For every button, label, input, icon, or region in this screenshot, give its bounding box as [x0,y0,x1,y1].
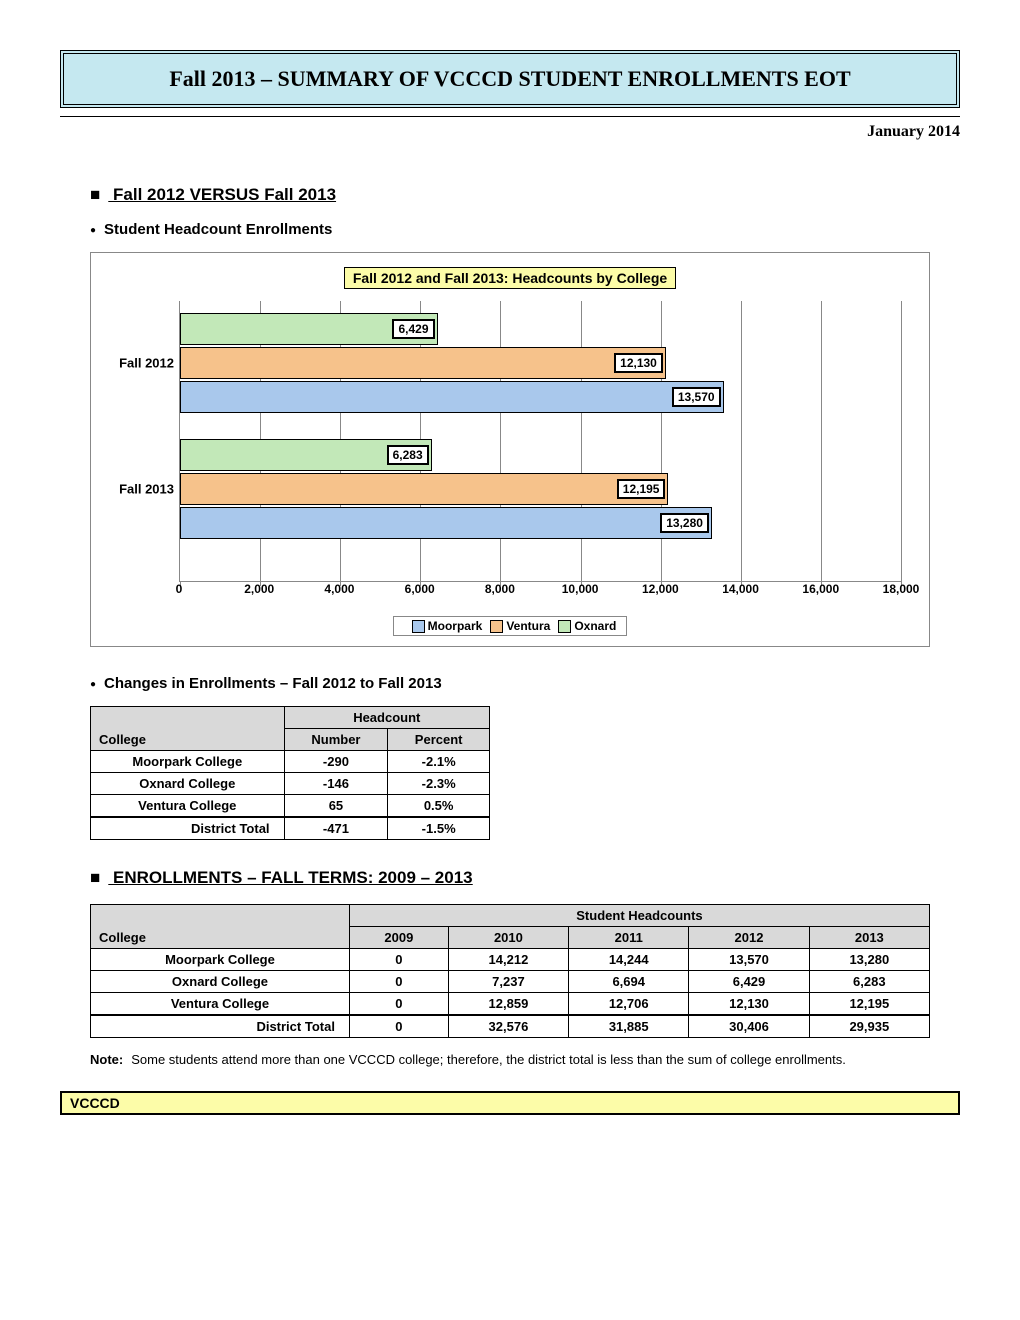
t2-year-col: 2011 [569,927,689,949]
x-tick-label: 10,000 [562,582,599,596]
note-text: Some students attend more than one VCCCD… [131,1052,846,1067]
t1-col-number: Number [284,729,388,751]
chart-bar: 13,570 [180,381,724,413]
legend-label: Moorpark [428,619,483,633]
content: Fall 2012 VERSUS Fall 2013 Student Headc… [60,147,960,1067]
x-tick-label: 2,000 [244,582,274,596]
t1-header-group: Headcount [284,707,489,729]
t2-header-group: Student Headcounts [349,905,929,927]
table-row: Moorpark College014,21214,24413,57013,28… [91,949,930,971]
sub-heading-headcount: Student Headcount Enrollments [90,221,930,238]
x-tick-label: 4,000 [324,582,354,596]
chart-plot-area: 6,42912,13013,570Fall 20126,28312,19513,… [179,301,901,582]
t1-col-college: College [91,707,285,751]
chart-bar: 6,283 [180,439,432,471]
bar-value-label: 12,130 [614,353,663,373]
chart-bar: 6,429 [180,313,438,345]
page: Fall 2013 – SUMMARY OF VCCCD STUDENT ENR… [0,0,1020,1145]
date-line: January 2014 [60,116,960,147]
t2-col-college: College [91,905,350,949]
x-tick-label: 0 [176,582,183,596]
table-row: Ventura College012,85912,70612,13012,195 [91,993,930,1016]
bar-value-label: 12,195 [617,479,666,499]
note: Note: Some students attend more than one… [90,1052,930,1067]
x-tick-label: 14,000 [722,582,759,596]
table-total-row: District Total-471-1.5% [91,817,490,840]
chart-x-axis: 0 2,000 4,000 6,000 8,000 10,000 12,000 14,000 1… [179,582,901,612]
chart-bar: 12,130 [180,347,666,379]
t2-year-col: 2010 [448,927,568,949]
chart-y-category: Fall 2013 [119,482,180,497]
page-title-box: Fall 2013 – SUMMARY OF VCCCD STUDENT ENR… [60,50,960,108]
page-title: Fall 2013 – SUMMARY OF VCCCD STUDENT ENR… [169,66,850,91]
sub-heading-changes: Changes in Enrollments – Fall 2012 to Fa… [90,675,930,692]
legend-swatch [490,620,503,633]
note-label: Note: [90,1052,123,1067]
table-total-row: District Total032,57631,88530,40629,935 [91,1015,930,1038]
x-tick-label: 8,000 [485,582,515,596]
section1-heading: Fall 2012 VERSUS Fall 2013 [90,185,930,205]
x-tick-label: 6,000 [405,582,435,596]
section2-heading: ENROLLMENTS – FALL TERMS: 2009 – 2013 [90,868,930,888]
table-row: Moorpark College-290-2.1% [91,751,490,773]
chart-legend: Moorpark Ventura Oxnard [393,616,628,636]
x-tick-label: 12,000 [642,582,679,596]
table-row: Oxnard College07,2376,6946,4296,283 [91,971,930,993]
x-tick-label: 16,000 [802,582,839,596]
t2-year-col: 2012 [689,927,809,949]
bar-value-label: 6,429 [392,319,434,339]
legend-label: Oxnard [574,619,616,633]
legend-swatch [558,620,571,633]
enrollments-table: CollegeStudent Headcounts200920102011201… [90,904,930,1038]
bar-value-label: 6,283 [387,445,429,465]
headcount-chart: Fall 2012 and Fall 2013: Headcounts by C… [90,252,930,647]
t2-year-col: 2009 [349,927,448,949]
t2-year-col: 2013 [809,927,929,949]
chart-y-category: Fall 2012 [119,356,180,371]
t1-col-percent: Percent [388,729,490,751]
legend-swatch [412,620,425,633]
footer-bar: VCCCD [60,1091,960,1115]
bar-value-label: 13,280 [660,513,709,533]
bar-value-label: 13,570 [672,387,721,407]
changes-table: College Headcount Number Percent Moorpar… [90,706,490,840]
chart-bar: 12,195 [180,473,668,505]
table-row: Ventura College650.5% [91,795,490,818]
x-tick-label: 18,000 [883,582,920,596]
legend-label: Ventura [506,619,550,633]
chart-title: Fall 2012 and Fall 2013: Headcounts by C… [344,267,676,289]
table-row: Oxnard College-146-2.3% [91,773,490,795]
chart-bar: 13,280 [180,507,712,539]
